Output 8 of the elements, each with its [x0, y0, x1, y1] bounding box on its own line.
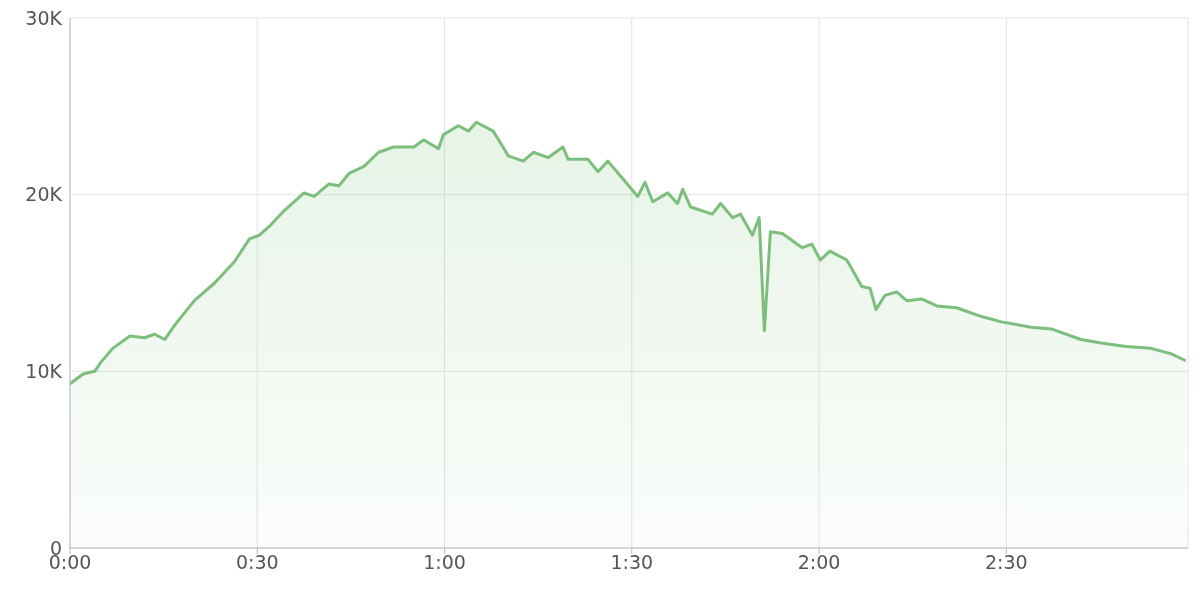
y-tick-label: 20K [25, 183, 63, 206]
x-tick-label: 0:30 [235, 551, 279, 574]
y-tick-label: 30K [25, 6, 63, 29]
x-tick-label: 2:00 [797, 551, 841, 574]
x-tick-label: 1:30 [610, 551, 654, 574]
x-tick-label: 1:00 [423, 551, 466, 574]
y-tick-label: 10K [25, 360, 63, 383]
x-tick-label: 2:30 [985, 551, 1028, 574]
